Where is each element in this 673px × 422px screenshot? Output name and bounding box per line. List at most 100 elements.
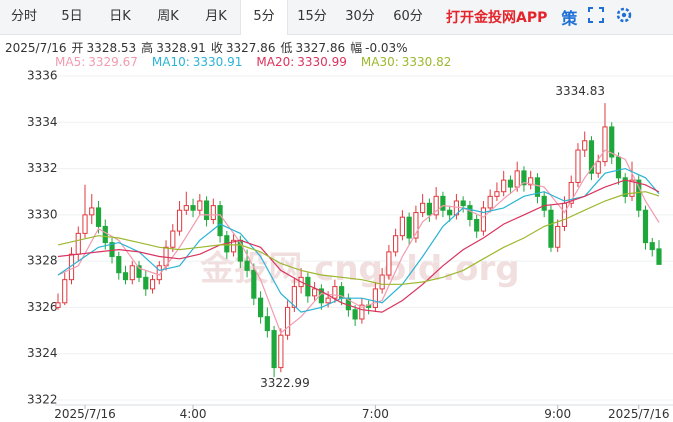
candle-body (480, 207, 487, 232)
tab[interactable]: 5日 (61, 9, 83, 24)
candle-body (183, 205, 189, 211)
info-value: 3328.91 (156, 41, 206, 55)
candle-body (420, 202, 426, 214)
candle-body (379, 274, 385, 290)
candle-body (507, 179, 514, 188)
app-link[interactable]: 打开金投网APP (446, 10, 548, 26)
candle-body (244, 260, 250, 271)
tab[interactable]: 月K (205, 9, 227, 24)
info-line: 2025/7/16 开 3328.53 高 3328.91 收 3327.86 低 3327.8… (5, 39, 413, 56)
candle-body (467, 205, 473, 220)
ma-line (57, 191, 660, 285)
candle-body (514, 170, 520, 188)
y-tick-label: 3336 (27, 69, 58, 83)
tab-bar: 分时 5日 日K 周K 月K 5分 15分 30分 60分 打开金投网APP 策 (0, 0, 673, 35)
y-tick-label: 3326 (27, 300, 58, 314)
x-tick-label: 4:00 (180, 407, 207, 421)
candle-body (170, 230, 176, 248)
y-tick-label: 3322 (27, 393, 58, 407)
legend-name: MA30: (360, 55, 399, 69)
info-value: 3327.86 (225, 41, 276, 55)
ma-line (57, 167, 660, 313)
candle-body (386, 251, 392, 276)
candle-body (487, 195, 493, 209)
candle-body (291, 286, 297, 308)
info-label: 高 (141, 41, 154, 55)
strategy-button[interactable]: 策 (561, 9, 578, 28)
candle-body (447, 209, 453, 216)
candle-body (190, 205, 196, 211)
y-tick-label: 3328 (27, 254, 58, 268)
tab[interactable]: 15分 (297, 9, 327, 24)
legend: MA5: 3329.67 MA10: 3330.91 MA20: 3330.99 MA30:… (55, 55, 465, 69)
tab[interactable]: 分时 (10, 9, 37, 24)
fullscreen-glyph (588, 7, 605, 23)
candle-body (622, 177, 628, 197)
candle-body (251, 269, 257, 299)
candle-body (89, 207, 95, 216)
tab[interactable]: 周K (157, 9, 179, 24)
candle-body (629, 179, 635, 197)
ma-line (57, 179, 660, 313)
legend-entry: MA5: 3329.67 (55, 55, 138, 69)
candle-body (615, 156, 622, 179)
legend-entry: MA20: 3330.99 (256, 55, 347, 69)
tab[interactable]: 日K (109, 9, 131, 24)
info-label: 幅 (350, 41, 363, 55)
candle-body (575, 149, 581, 183)
candle-body (136, 265, 142, 278)
legend-name: MA10: (151, 55, 190, 69)
legend-value: 3330.99 (297, 55, 347, 69)
candle-body (568, 181, 574, 204)
x-tick-label: 7:00 (362, 407, 389, 421)
candle-body (278, 334, 284, 369)
candle-body (588, 140, 595, 174)
y-tick-label: 3332 (27, 161, 58, 175)
candle-body (649, 242, 655, 251)
x-tick-label: 2025/7/16 (54, 407, 116, 421)
candle-body (399, 216, 405, 237)
candle-body (534, 177, 541, 197)
y-tick-label: 3324 (27, 346, 58, 360)
candle-body (352, 309, 358, 320)
legend-entry: MA30: 3330.82 (361, 55, 452, 69)
candle-body (82, 214, 88, 234)
low-label: 3322.99 (260, 376, 310, 390)
candle-body (62, 279, 68, 304)
candle-body (75, 232, 81, 255)
candle-body (325, 297, 331, 304)
candle-body (541, 195, 547, 211)
tab[interactable]: 5分 (240, 0, 288, 35)
tab[interactable]: 60分 (393, 9, 423, 24)
info-label: 开 (71, 41, 84, 55)
candle-body (359, 304, 365, 320)
candle-body (55, 302, 61, 308)
candle-body (176, 209, 183, 232)
candle-body (426, 202, 432, 216)
info-value: 3327.86 (295, 41, 346, 55)
candle-body (122, 272, 129, 281)
candle-body (460, 200, 466, 207)
tab[interactable]: 30分 (345, 9, 375, 24)
candle-body (494, 191, 500, 197)
x-tick-label: 9:00 (544, 407, 571, 421)
info-label: 低 (280, 41, 293, 55)
candle-body (285, 306, 291, 336)
candle-body (95, 207, 102, 227)
high-label: 3334.83 (555, 84, 605, 98)
legend-name: MA5: (55, 55, 86, 69)
candle-body (501, 179, 507, 193)
candle-body (203, 200, 210, 220)
candle-body (609, 126, 615, 158)
fullscreen-icon[interactable] (587, 6, 605, 28)
ma-line (57, 149, 660, 334)
candle-body (393, 235, 399, 253)
candle-body (656, 248, 662, 265)
settings-icon[interactable] (615, 6, 633, 28)
candle-body (143, 276, 149, 290)
candle-body (406, 216, 412, 239)
candle-body (555, 225, 561, 248)
candle-body (116, 256, 122, 274)
